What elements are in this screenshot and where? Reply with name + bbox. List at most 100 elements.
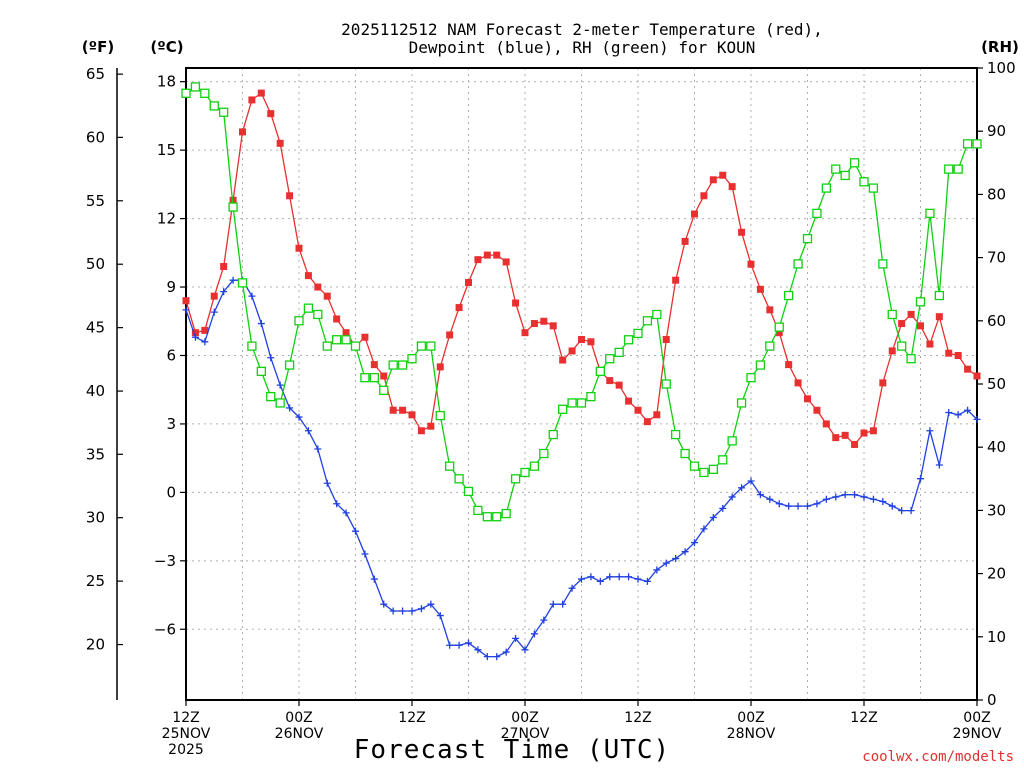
dewpoint-point	[672, 555, 680, 563]
temperature-point	[361, 333, 369, 341]
rh-point	[369, 373, 379, 383]
rh-point	[209, 101, 219, 111]
dewpoint-point	[455, 641, 463, 649]
dewpoint-point	[898, 507, 906, 515]
rh-point	[718, 455, 728, 465]
x-tick-label: 12Z 25NOV 2025	[162, 710, 211, 758]
dewpoint-point	[370, 575, 378, 583]
temperature-point	[427, 422, 435, 430]
rh-tick-label: 80	[987, 185, 1006, 203]
temperature-point	[257, 89, 265, 97]
rh-point	[473, 505, 483, 516]
rh-point	[831, 164, 841, 174]
rh-point	[652, 309, 662, 320]
temperature-point	[521, 329, 529, 337]
celsius-tick-label: 9	[166, 278, 176, 296]
dewpoint-point	[578, 575, 585, 583]
dewpoint-point	[879, 498, 887, 506]
dewpoint-point	[766, 495, 774, 503]
rh-tick-label: 20	[987, 565, 1006, 583]
rh-point	[360, 373, 370, 383]
temperature-point	[342, 329, 350, 337]
axes: 656055504540353025201815129630−3−6100908…	[86, 59, 1016, 758]
fahrenheit-tick-label: 40	[86, 382, 105, 400]
celsius-tick-label: 18	[157, 73, 176, 91]
dewpoint-point	[276, 381, 284, 389]
rh-point	[878, 259, 888, 269]
celsius-tick-label: 15	[157, 141, 176, 159]
temperature-point	[832, 434, 840, 442]
dewpoint-point	[493, 653, 501, 661]
rh-point	[548, 429, 558, 440]
dewpoint-point	[606, 573, 614, 581]
dewpoint-point	[229, 276, 237, 284]
rh-point	[897, 341, 907, 351]
rh-point	[463, 486, 474, 497]
dewpoint-point	[794, 502, 802, 510]
temperature-point	[530, 320, 538, 328]
celsius-tick-label: −6	[154, 620, 176, 638]
dewpoint-point	[917, 475, 924, 483]
temperature-point	[380, 372, 388, 380]
dewpoint-point	[408, 607, 416, 615]
dewpoint-point	[201, 338, 209, 346]
dewpoint-point	[512, 634, 520, 642]
temperature-point	[370, 361, 378, 369]
rh-point	[746, 373, 756, 383]
dewpoint-point	[417, 605, 425, 613]
rh-point	[953, 164, 963, 174]
rh-point	[416, 341, 427, 351]
rh-point	[520, 467, 530, 478]
rh-point	[812, 208, 822, 219]
rh-point	[906, 354, 916, 364]
rh-point	[925, 208, 935, 219]
temperature-point	[587, 338, 595, 346]
rh-point	[492, 512, 502, 522]
rh-point	[934, 290, 944, 301]
temperature-point	[295, 244, 303, 252]
temperature-point	[822, 420, 830, 428]
rh-point	[181, 88, 191, 98]
dewpoint-point	[568, 584, 576, 592]
temperature-point	[662, 336, 670, 344]
dewpoint-point	[681, 548, 689, 556]
rh-point	[868, 183, 879, 193]
temperature-point	[672, 276, 680, 284]
temperature-point	[625, 397, 633, 405]
dewpoint-point	[822, 495, 830, 503]
dewpoint-point	[973, 415, 981, 423]
temperature-point	[700, 192, 708, 200]
temperature-point	[954, 351, 962, 359]
chart-title-line-2: Dewpoint (blue), RH (green) for KOUN	[409, 38, 756, 57]
dewpoint-point	[361, 550, 369, 558]
temperature-point	[709, 176, 717, 184]
fahrenheit-tick-label: 65	[86, 65, 105, 83]
dewpoint-point	[267, 354, 275, 362]
dewpoint-point	[248, 292, 256, 300]
dewpoint-point	[662, 559, 670, 567]
temperature-point	[691, 210, 698, 218]
temperature-point	[851, 440, 859, 448]
temperature-point	[973, 372, 981, 380]
dewpoint-point	[191, 333, 199, 341]
rh-point	[397, 360, 408, 370]
temperature-point	[436, 363, 444, 371]
dewpoint-point	[615, 573, 623, 581]
dewpoint-point	[540, 616, 548, 624]
rh-point	[576, 398, 587, 408]
x-tick-label: 12Z	[850, 710, 877, 726]
dewpoint-point	[700, 525, 708, 533]
temperature-point	[455, 304, 463, 312]
temperature-point	[606, 377, 614, 385]
rh-tick-label: 30	[987, 501, 1006, 519]
rh-point	[256, 366, 266, 377]
rh-point	[266, 391, 276, 402]
rh-point	[284, 360, 295, 370]
rh-point	[510, 474, 521, 484]
rh-point	[586, 391, 596, 402]
dewpoint-point	[851, 491, 859, 499]
rh-unit-label: (RH)	[981, 38, 1019, 56]
rh-point	[303, 303, 314, 313]
chart-title-line-1: 2025112512 NAM Forecast 2-meter Temperat…	[341, 20, 823, 39]
